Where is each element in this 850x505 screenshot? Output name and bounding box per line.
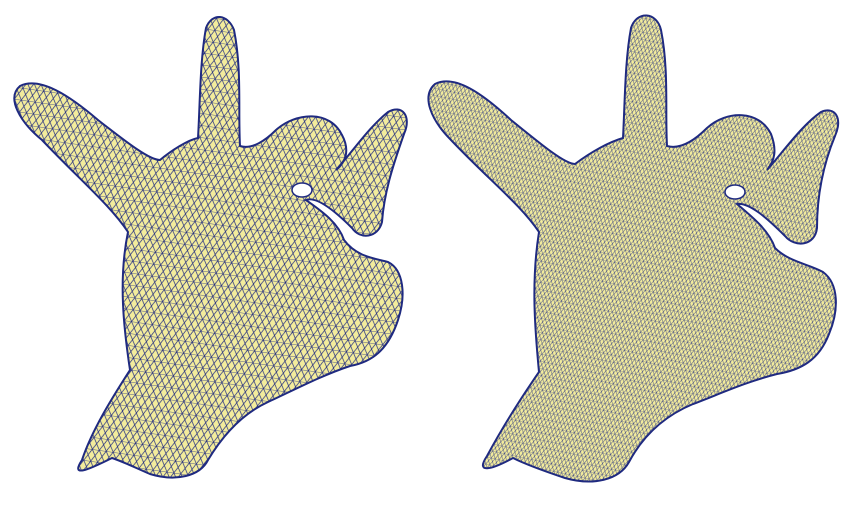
- mesh-wireframe: [428, 15, 839, 482]
- fine-hand-mesh: [427, 14, 840, 483]
- mesh-wireframe: [14, 16, 407, 478]
- finger-gap: [291, 182, 313, 198]
- coarse-hand-mesh: [13, 15, 408, 479]
- finger-gap: [724, 184, 746, 200]
- left-panel: [13, 15, 408, 479]
- right-panel: [425, 0, 850, 505]
